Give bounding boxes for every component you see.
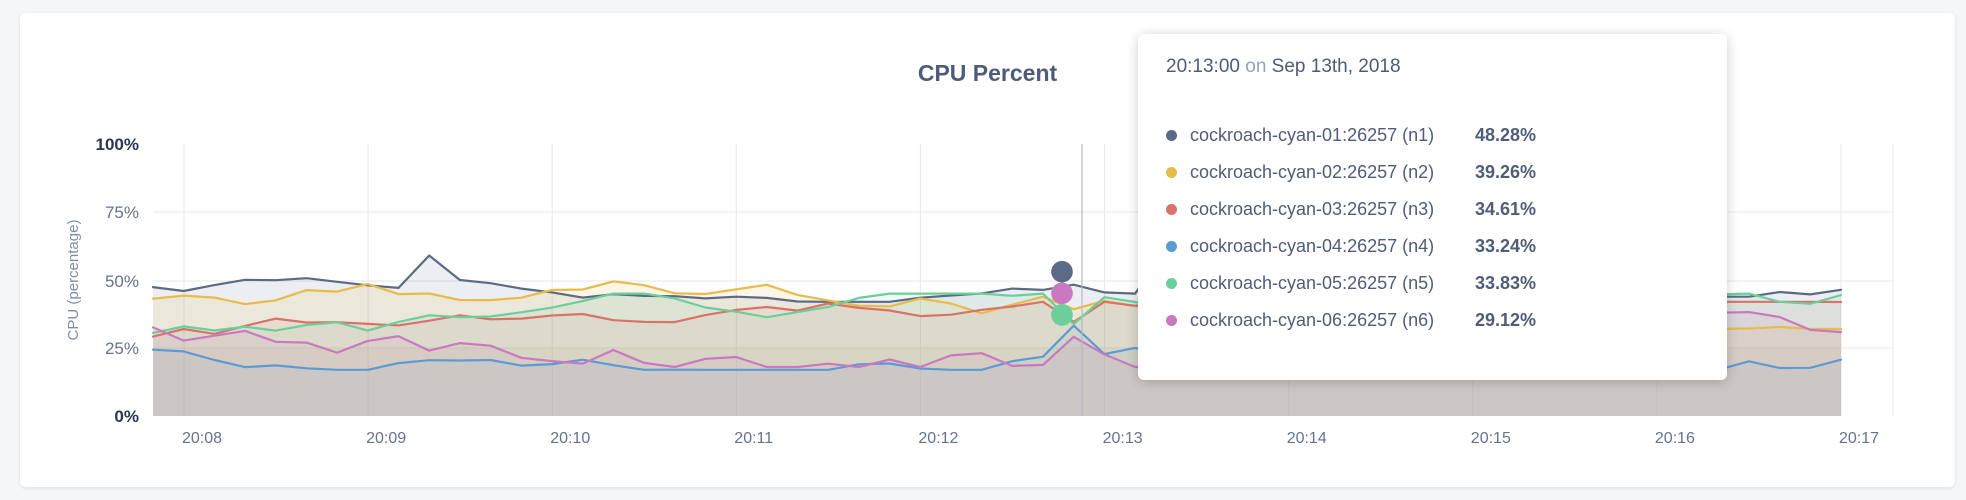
svg-text:20:17: 20:17 — [1839, 430, 1879, 447]
svg-text:0%: 0% — [114, 407, 139, 426]
svg-text:20:12: 20:12 — [918, 430, 958, 447]
svg-text:25%: 25% — [105, 339, 139, 358]
svg-text:20:08: 20:08 — [182, 430, 222, 447]
svg-text:20:16: 20:16 — [1655, 430, 1695, 447]
svg-text:20:15: 20:15 — [1471, 430, 1511, 447]
svg-text:20:10: 20:10 — [550, 430, 590, 447]
svg-text:20:11: 20:11 — [734, 430, 773, 447]
svg-text:20:14: 20:14 — [1287, 430, 1327, 447]
svg-text:100%: 100% — [96, 135, 139, 154]
svg-text:20:09: 20:09 — [366, 430, 406, 447]
svg-text:50%: 50% — [105, 272, 139, 291]
svg-text:75%: 75% — [105, 203, 139, 222]
svg-text:20:13: 20:13 — [1103, 430, 1143, 447]
